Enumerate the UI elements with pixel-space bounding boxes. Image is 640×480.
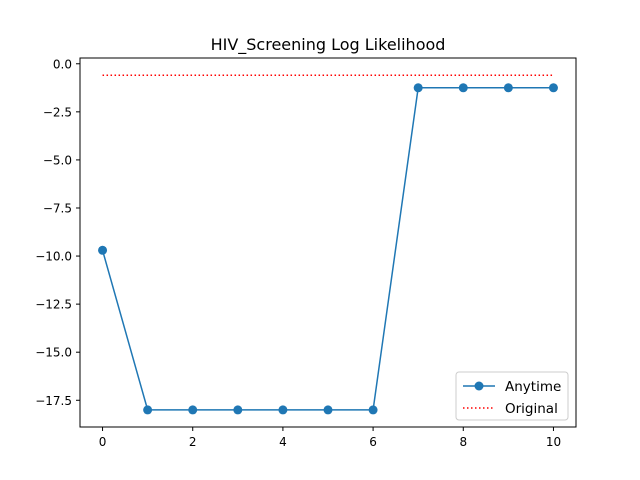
legend-anytime-marker bbox=[474, 381, 484, 391]
y-tick-label: −17.5 bbox=[35, 394, 72, 408]
y-tick-label: −12.5 bbox=[35, 298, 72, 312]
series-anytime-point bbox=[503, 83, 513, 93]
plot-series bbox=[98, 74, 558, 415]
x-tick-label: 6 bbox=[369, 435, 377, 449]
series-anytime-point bbox=[323, 405, 333, 415]
series-anytime-point bbox=[98, 245, 108, 255]
plot-area-frame bbox=[79, 57, 577, 428]
legend-original-label: Original bbox=[505, 401, 558, 417]
series-anytime-point bbox=[413, 83, 423, 93]
series-anytime-point bbox=[548, 83, 558, 93]
y-tick-label: −15.0 bbox=[35, 346, 72, 360]
legend: Anytime Original bbox=[455, 371, 569, 421]
series-anytime-point bbox=[278, 405, 288, 415]
y-tick-label: −7.5 bbox=[43, 201, 72, 215]
x-axis-ticks: 0 2 4 6 8 10 bbox=[99, 427, 561, 449]
x-tick-label: 8 bbox=[459, 435, 467, 449]
series-anytime-point bbox=[368, 405, 378, 415]
y-tick-label: 0.0 bbox=[53, 57, 72, 71]
series-anytime-point bbox=[233, 405, 243, 415]
chart-title: HIV_Screening Log Likelihood bbox=[211, 35, 446, 55]
y-tick-label: −2.5 bbox=[43, 105, 72, 119]
x-tick-label: 0 bbox=[99, 435, 107, 449]
y-tick-label: −10.0 bbox=[35, 250, 72, 264]
series-anytime-point bbox=[188, 405, 198, 415]
x-tick-label: 4 bbox=[279, 435, 287, 449]
series-anytime-point bbox=[458, 83, 468, 93]
series-anytime-point bbox=[143, 405, 153, 415]
y-axis-ticks: 0.0 −2.5 −5.0 −7.5 −10.0 −12.5 −15.0 −17.5 bbox=[35, 57, 80, 408]
x-tick-label: 10 bbox=[546, 435, 561, 449]
legend-anytime-label: Anytime bbox=[505, 379, 561, 395]
x-tick-label: 2 bbox=[189, 435, 197, 449]
y-tick-label: −5.0 bbox=[43, 153, 72, 167]
